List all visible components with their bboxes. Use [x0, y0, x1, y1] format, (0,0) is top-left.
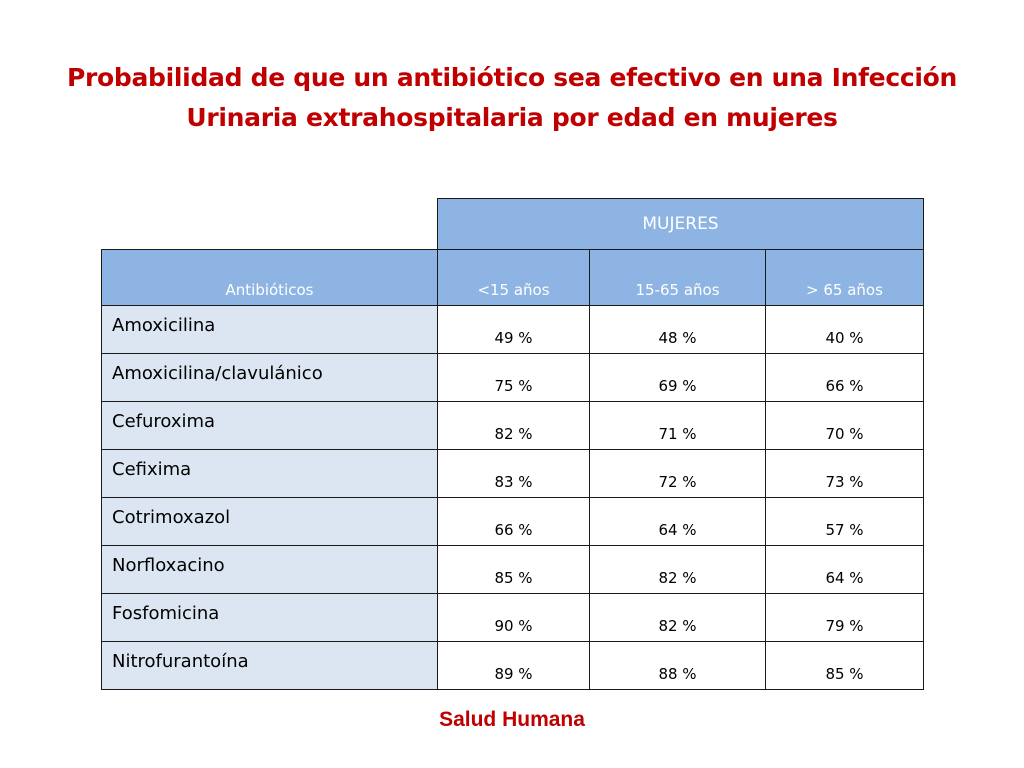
value-cell: 64 % — [589, 497, 766, 546]
table-row: Cefuroxima 82 % 71 % 70 % — [101, 401, 924, 450]
value-cell: 88 % — [589, 641, 766, 690]
column-header-over-65: > 65 años — [765, 249, 924, 306]
value-cell: 69 % — [589, 353, 766, 402]
value-cell: 66 % — [437, 497, 590, 546]
value-cell: 85 % — [437, 545, 590, 594]
group-header-mujeres: MUJERES — [437, 198, 924, 250]
value-cell: 40 % — [765, 305, 924, 354]
footer-label: Salud Humana — [439, 708, 585, 731]
value-cell: 85 % — [765, 641, 924, 690]
value-cell: 70 % — [765, 401, 924, 450]
antibiotic-name: Amoxicilina/clavulánico — [101, 353, 438, 402]
value-cell: 57 % — [765, 497, 924, 546]
value-cell: 90 % — [437, 593, 590, 642]
table-row: Amoxicilina 49 % 48 % 40 % — [101, 305, 924, 354]
antibiotic-name: Nitrofurantoína — [101, 641, 438, 690]
column-header-antibioticos: Antibióticos — [101, 249, 438, 306]
value-cell: 64 % — [765, 545, 924, 594]
table-row: Fosfomicina 90 % 82 % 79 % — [101, 593, 924, 642]
antibiotic-name: Fosfomicina — [101, 593, 438, 642]
page-title: Probabilidad de que un antibiótico sea e… — [40, 58, 984, 138]
table-row: Cefixima 83 % 72 % 73 % — [101, 449, 924, 498]
title-line-2: Urinaria extrahospitalaria por edad en m… — [186, 103, 838, 132]
title-line-1: Probabilidad de que un antibiótico sea e… — [66, 63, 958, 92]
value-cell: 82 % — [437, 401, 590, 450]
antibiotic-name: Cefuroxima — [101, 401, 438, 450]
antibiotic-name: Cotrimoxazol — [101, 497, 438, 546]
table-row: Cotrimoxazol 66 % 64 % 57 % — [101, 497, 924, 546]
table-row: Norfloxacino 85 % 82 % 64 % — [101, 545, 924, 594]
column-header-15-65: 15-65 años — [589, 249, 766, 306]
column-header-under-15: <15 años — [437, 249, 590, 306]
value-cell: 71 % — [589, 401, 766, 450]
value-cell: 83 % — [437, 449, 590, 498]
antibiotic-name: Amoxicilina — [101, 305, 438, 354]
value-cell: 48 % — [589, 305, 766, 354]
column-header-row: Antibióticos <15 años 15-65 años > 65 añ… — [101, 249, 924, 306]
antibiotic-name: Cefixima — [101, 449, 438, 498]
value-cell: 79 % — [765, 593, 924, 642]
table-row: Amoxicilina/clavulánico 75 % 69 % 66 % — [101, 353, 924, 402]
value-cell: 73 % — [765, 449, 924, 498]
antibiotic-name: Norfloxacino — [101, 545, 438, 594]
value-cell: 72 % — [589, 449, 766, 498]
value-cell: 82 % — [589, 545, 766, 594]
empty-corner — [101, 198, 438, 250]
value-cell: 75 % — [437, 353, 590, 402]
group-header-row: MUJERES — [101, 198, 924, 250]
value-cell: 89 % — [437, 641, 590, 690]
antibiotic-table: MUJERES Antibióticos <15 años 15-65 años… — [101, 198, 924, 690]
value-cell: 66 % — [765, 353, 924, 402]
table-row: Nitrofurantoína 89 % 88 % 85 % — [101, 641, 924, 690]
value-cell: 49 % — [437, 305, 590, 354]
value-cell: 82 % — [589, 593, 766, 642]
